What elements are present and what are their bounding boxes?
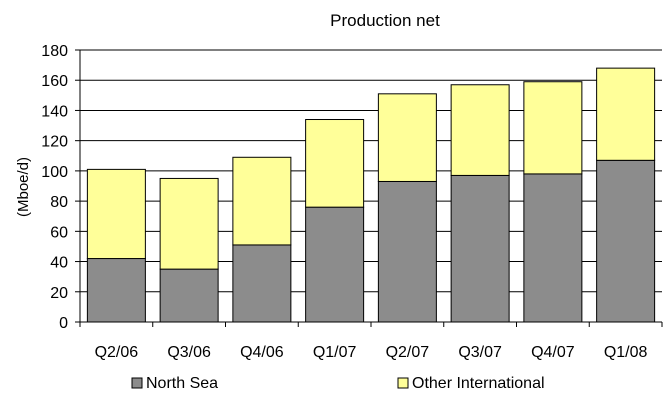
legend-swatch: [131, 377, 143, 389]
y-axis-label: (Mboe/d): [15, 157, 32, 217]
bar-north-sea: [86, 258, 146, 323]
bar-north-sea: [159, 268, 219, 323]
bar-other-international: [377, 93, 437, 182]
x-tick-label: Q1/08: [604, 344, 648, 361]
y-tick-label: 160: [41, 73, 68, 90]
bar-other-international: [305, 119, 365, 208]
bar-other-international: [450, 84, 510, 176]
legend-swatch: [397, 377, 409, 389]
bar-other-international: [159, 177, 219, 270]
x-tick-label: Q4/06: [240, 344, 284, 361]
bar-north-sea: [232, 244, 292, 323]
bar-north-sea: [523, 173, 583, 323]
legend-label: North Sea: [146, 375, 218, 392]
bar-north-sea: [450, 174, 510, 323]
x-tick-label: Q2/06: [95, 344, 139, 361]
legend: North Sea Other International: [131, 375, 545, 392]
bar-other-international: [232, 156, 292, 246]
x-tick-label: Q2/07: [386, 344, 430, 361]
y-tick-label: 20: [50, 285, 68, 302]
bar-other-international: [86, 168, 146, 260]
x-tick-label: Q4/07: [531, 344, 575, 361]
axes: [75, 49, 663, 327]
y-tick-label: 100: [41, 164, 68, 181]
y-tick-label: 60: [50, 224, 68, 241]
chart-title: Production net: [330, 11, 440, 30]
y-tick-label: 40: [50, 255, 68, 272]
y-tick-label: 120: [41, 134, 68, 151]
y-tick-label: 80: [50, 194, 68, 211]
legend-label: Other International: [412, 375, 545, 392]
x-tick-label: Q3/07: [458, 344, 502, 361]
bar-other-international: [596, 67, 656, 161]
bars: [86, 67, 656, 323]
y-tick-labels: 0 20 40 60 80 100 120 140 160 180: [41, 43, 68, 332]
x-tick-labels: Q2/06 Q3/06 Q4/06 Q1/07 Q2/07 Q3/07 Q4/07 Q1/08: [95, 344, 648, 361]
bar-north-sea: [596, 159, 656, 323]
y-tick-label: 0: [59, 315, 68, 332]
bar-other-international: [523, 81, 583, 175]
y-tick-label: 180: [41, 43, 68, 60]
x-tick-label: Q3/06: [167, 344, 211, 361]
bar-north-sea: [377, 180, 437, 323]
y-tick-label: 140: [41, 103, 68, 120]
bar-north-sea: [305, 206, 365, 323]
x-tick-label: Q1/07: [313, 344, 357, 361]
